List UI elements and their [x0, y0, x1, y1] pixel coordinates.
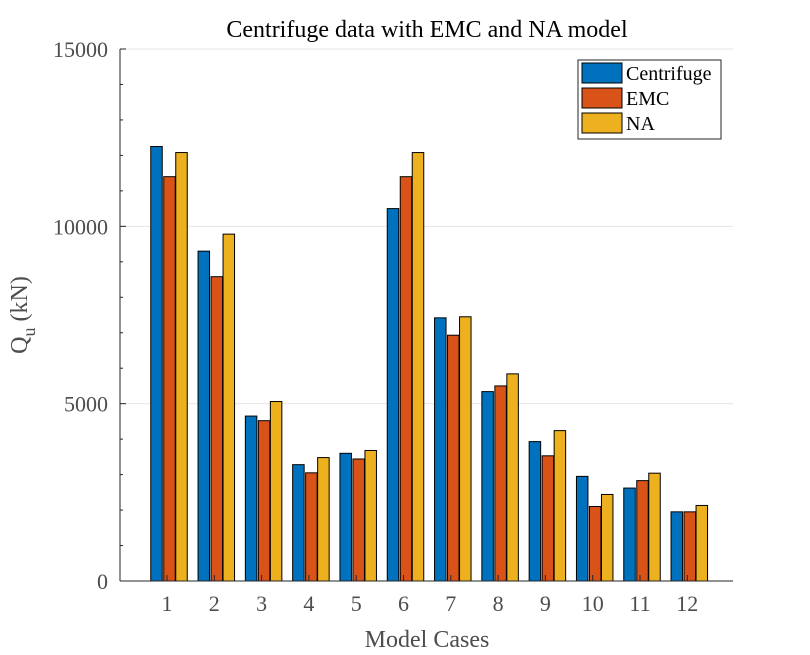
bar-na-case-9	[553, 430, 567, 582]
bar-centrifuge-case-2	[197, 250, 211, 582]
y-tick-label: 10000	[53, 214, 108, 239]
x-tick-label: 11	[629, 591, 650, 616]
x-tick-label: 9	[540, 591, 551, 616]
y-tick-label: 0	[97, 569, 108, 594]
bar-na-case-6	[411, 152, 425, 582]
bar-na-case-5	[364, 449, 377, 582]
bar-emc-case-9	[541, 455, 555, 582]
x-tick-label: 12	[676, 591, 698, 616]
bar-na-case-2	[222, 233, 236, 582]
bar-na-case-8	[506, 373, 519, 582]
y-axis-label-sub: u	[19, 327, 39, 336]
x-tick-label: 4	[303, 591, 314, 616]
bar-emc-case-5	[352, 458, 365, 582]
bar-emc-case-2	[210, 276, 224, 582]
bar-centrifuge-case-6	[386, 208, 400, 582]
bar-na-case-11	[648, 472, 661, 582]
chart-title: Centrifuge data with EMC and NA model	[226, 17, 628, 43]
bar-na-case-3	[269, 401, 283, 582]
bar-centrifuge-case-12	[670, 511, 684, 582]
y-axis-label-unit: (kN)	[7, 276, 33, 327]
bar-centrifuge-case-8	[481, 391, 494, 582]
legend-swatch	[581, 112, 623, 134]
bars	[150, 146, 709, 582]
bar-centrifuge-case-5	[339, 452, 352, 582]
bar-centrifuge-case-1	[150, 146, 163, 582]
bar-centrifuge-case-7	[434, 317, 447, 582]
bar-na-case-4	[317, 457, 330, 582]
legend-label: EMC	[626, 88, 669, 110]
bar-centrifuge-case-11	[623, 487, 636, 582]
x-tick-label: 5	[351, 591, 362, 616]
legend-label: Centrifuge	[626, 63, 712, 85]
x-tick-label: 2	[209, 591, 220, 616]
legend-swatch	[581, 62, 623, 84]
bar-centrifuge-case-3	[244, 415, 258, 582]
x-tick-label: 7	[445, 591, 456, 616]
bar-na-case-7	[459, 316, 472, 582]
bar-emc-case-4	[305, 472, 318, 582]
bar-emc-case-6	[399, 176, 413, 582]
x-tick-label: 1	[162, 591, 173, 616]
y-tick-label: 5000	[64, 392, 108, 417]
x-ticks: 1 2 3 4 5 6 7 8 9 10 11 12	[162, 575, 698, 616]
x-axis-label: Model Cases	[365, 627, 490, 653]
bar-na-case-1	[175, 152, 188, 582]
y-axis-label: Qu (kN)	[7, 276, 39, 354]
legend-swatch	[581, 87, 623, 109]
bar-emc-case-11	[636, 480, 649, 582]
bar-na-case-12	[695, 504, 709, 582]
bar-centrifuge-case-9	[528, 441, 542, 582]
bar-centrifuge-case-10	[575, 475, 589, 582]
y-ticks: 0 5000 10000 15000	[53, 37, 126, 594]
bar-na-case-10	[600, 493, 614, 582]
bar-centrifuge-case-4	[292, 464, 305, 582]
x-tick-label: 3	[256, 591, 267, 616]
legend-label: NA	[626, 113, 655, 135]
x-tick-label: 6	[398, 591, 409, 616]
bar-emc-case-3	[257, 420, 271, 582]
bar-emc-case-1	[163, 176, 176, 582]
bar-emc-case-10	[588, 506, 602, 582]
bar-emc-case-8	[494, 385, 507, 582]
bar-emc-case-7	[447, 334, 460, 582]
x-tick-label: 10	[582, 591, 604, 616]
bar-emc-case-12	[683, 511, 697, 582]
y-tick-label: 15000	[53, 37, 108, 62]
y-axis-label-main: Q	[7, 336, 33, 353]
x-tick-label: 8	[493, 591, 504, 616]
legend: Centrifuge EMC NA	[577, 59, 722, 140]
